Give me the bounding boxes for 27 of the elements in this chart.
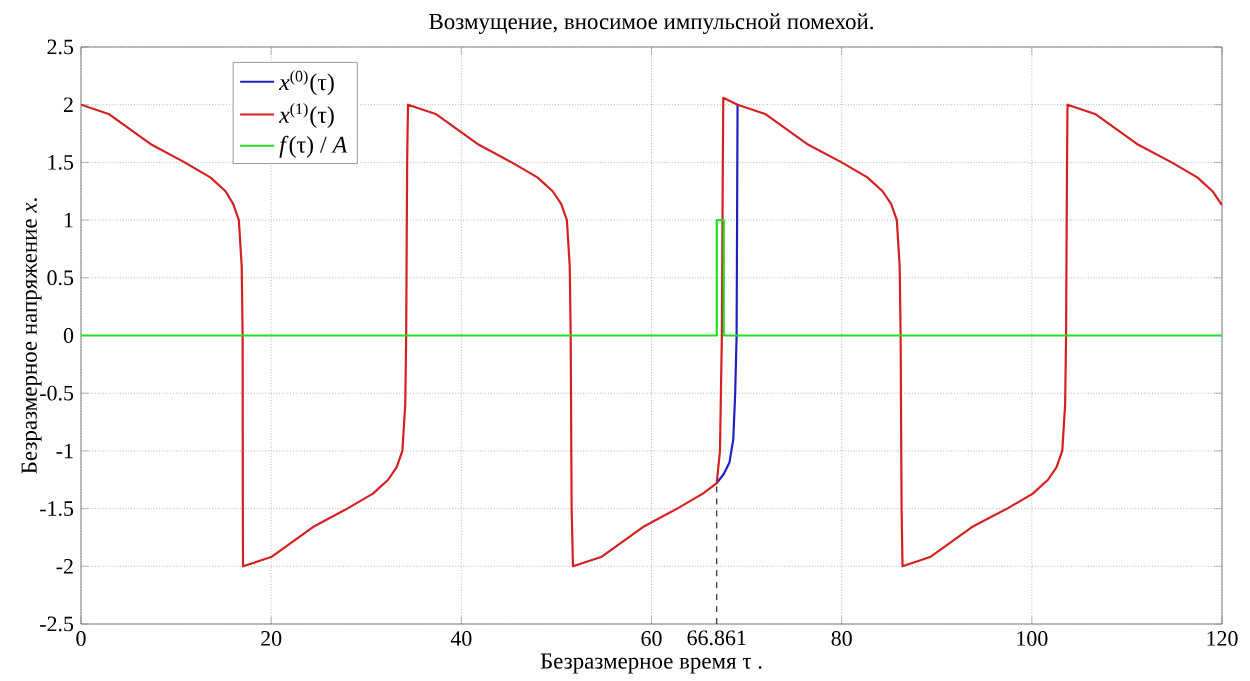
y-tick-label: 1.5 (48, 155, 74, 170)
line-series (715, 103, 739, 485)
y-tick-label: -1 (56, 443, 73, 459)
y-tick-label: -2.5 (40, 616, 74, 632)
legend-label: x$^{(1)}$(τ) (278, 103, 334, 128)
legend-label: f(τ) / A (279, 135, 348, 158)
x-tick-label: 60 (641, 631, 662, 646)
x-tick-label: 40 (450, 631, 472, 646)
x-tick-label: 80 (831, 631, 852, 646)
y-tick-label: 0 (63, 328, 74, 343)
y-tick-label: -1.5 (40, 501, 74, 516)
x-axis-title: Безразмерное время τ . (540, 653, 762, 674)
y-tick-label: 2 (63, 97, 73, 112)
y-tick-label: 2.5 (47, 39, 74, 55)
x-tick-label: 100 (1017, 631, 1048, 646)
chart-title: Возмущение, вносимое импульсной помехой. (429, 13, 873, 34)
x-tick-label: 0 (76, 631, 86, 646)
x-tick-label: 120 (1207, 631, 1238, 646)
y-axis-title: Безразмерное напряжение x. (21, 198, 42, 474)
ref-line-label: 66.861 (687, 630, 746, 646)
line-series (81, 96, 1223, 568)
legend-label: x$^{(0)}$(τ) (278, 70, 334, 96)
y-tick-label: -0.5 (40, 385, 74, 401)
y-tick-label: 0.5 (47, 270, 74, 286)
y-tick-label: -2 (56, 559, 73, 574)
y-tick-label: 1 (64, 212, 73, 228)
x-tick-label: 20 (261, 631, 282, 646)
